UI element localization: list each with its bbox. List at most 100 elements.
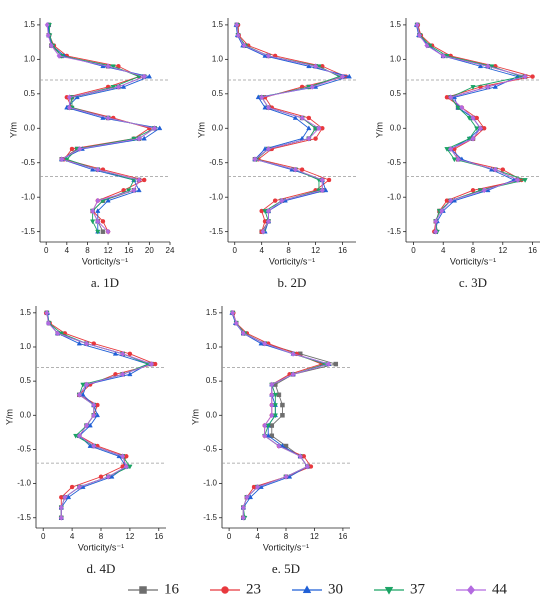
marker xyxy=(492,166,498,173)
y-tick-label: 1.0 xyxy=(206,342,218,351)
marker xyxy=(235,32,241,39)
marker xyxy=(522,73,528,80)
y-tick-label: 0.5 xyxy=(20,376,32,385)
marker xyxy=(272,392,278,398)
y-tick-label: 1.0 xyxy=(20,342,32,351)
marker xyxy=(424,42,430,49)
marker xyxy=(141,135,147,141)
caption: e. 5D xyxy=(272,561,300,576)
marker xyxy=(109,473,115,479)
marker xyxy=(44,309,50,316)
x-tick-label: 0 xyxy=(41,532,46,541)
y-tick-label: -0.5 xyxy=(203,445,217,454)
marker xyxy=(69,146,75,152)
y-tick-label: 0.0 xyxy=(24,123,36,132)
marker xyxy=(272,403,278,408)
marker xyxy=(530,74,535,79)
marker xyxy=(123,463,129,470)
marker xyxy=(241,42,247,49)
marker xyxy=(141,177,147,183)
marker xyxy=(80,484,86,489)
x-tick-label: 16 xyxy=(124,246,133,255)
marker xyxy=(69,484,75,490)
marker xyxy=(292,166,298,173)
marker xyxy=(95,166,101,173)
marker xyxy=(280,413,285,418)
marker xyxy=(120,350,126,357)
marker xyxy=(272,413,278,419)
marker xyxy=(89,166,96,172)
marker xyxy=(297,453,303,460)
marker xyxy=(240,330,246,337)
marker xyxy=(73,433,79,439)
series-line xyxy=(46,312,153,518)
marker xyxy=(100,219,106,224)
marker xyxy=(260,228,266,235)
y-tick-label: 1.0 xyxy=(24,54,36,63)
marker xyxy=(262,432,268,439)
marker xyxy=(87,443,93,448)
y-tick-label: -1.0 xyxy=(209,192,223,201)
marker xyxy=(304,463,310,470)
marker xyxy=(306,63,312,69)
marker xyxy=(416,32,422,39)
marker xyxy=(112,350,119,356)
series-line xyxy=(236,24,344,232)
marker xyxy=(136,135,142,142)
marker xyxy=(299,167,305,172)
marker xyxy=(91,402,97,409)
y-tick-label: -0.5 xyxy=(21,158,35,167)
x-tick-label: 20 xyxy=(145,246,154,255)
marker xyxy=(414,21,420,28)
marker xyxy=(76,484,82,491)
marker xyxy=(120,84,127,89)
marker xyxy=(448,145,454,152)
x-tick-label: 4 xyxy=(255,532,260,541)
marker xyxy=(466,136,472,142)
legend-label: 16 xyxy=(164,581,180,597)
marker xyxy=(84,422,90,429)
y-tick-label: -1.0 xyxy=(21,192,35,201)
marker xyxy=(470,135,476,142)
marker xyxy=(265,104,271,111)
marker xyxy=(240,514,246,521)
marker xyxy=(74,94,80,100)
marker xyxy=(265,52,271,59)
marker xyxy=(433,228,439,235)
marker xyxy=(90,207,96,214)
x-tick-label: 12 xyxy=(104,246,113,255)
marker xyxy=(306,135,312,142)
marker xyxy=(66,104,72,111)
marker xyxy=(448,197,454,204)
marker xyxy=(58,331,64,337)
marker xyxy=(127,464,133,470)
marker xyxy=(58,504,64,511)
marker xyxy=(255,484,261,491)
y-tick-label: -1.0 xyxy=(17,479,31,488)
marker xyxy=(234,21,240,28)
x-tick-label: 16 xyxy=(528,246,537,255)
marker xyxy=(500,167,506,172)
marker xyxy=(230,309,236,316)
marker xyxy=(105,63,111,70)
marker xyxy=(95,197,101,204)
y-tick-label: 0.5 xyxy=(206,376,218,385)
marker xyxy=(55,330,61,337)
marker xyxy=(269,391,275,398)
marker xyxy=(258,484,264,489)
legend-marker xyxy=(384,586,394,595)
marker xyxy=(292,115,298,120)
marker xyxy=(240,504,246,511)
x-tick-label: 0 xyxy=(227,532,232,541)
y-tick-label: 0.0 xyxy=(206,410,218,419)
marker xyxy=(269,381,275,388)
marker xyxy=(262,146,268,151)
marker xyxy=(258,340,264,346)
y-tick-label: -1.5 xyxy=(21,227,35,236)
marker xyxy=(105,473,111,480)
marker xyxy=(451,157,458,163)
marker xyxy=(44,21,50,28)
marker xyxy=(269,412,275,419)
marker xyxy=(481,187,487,194)
